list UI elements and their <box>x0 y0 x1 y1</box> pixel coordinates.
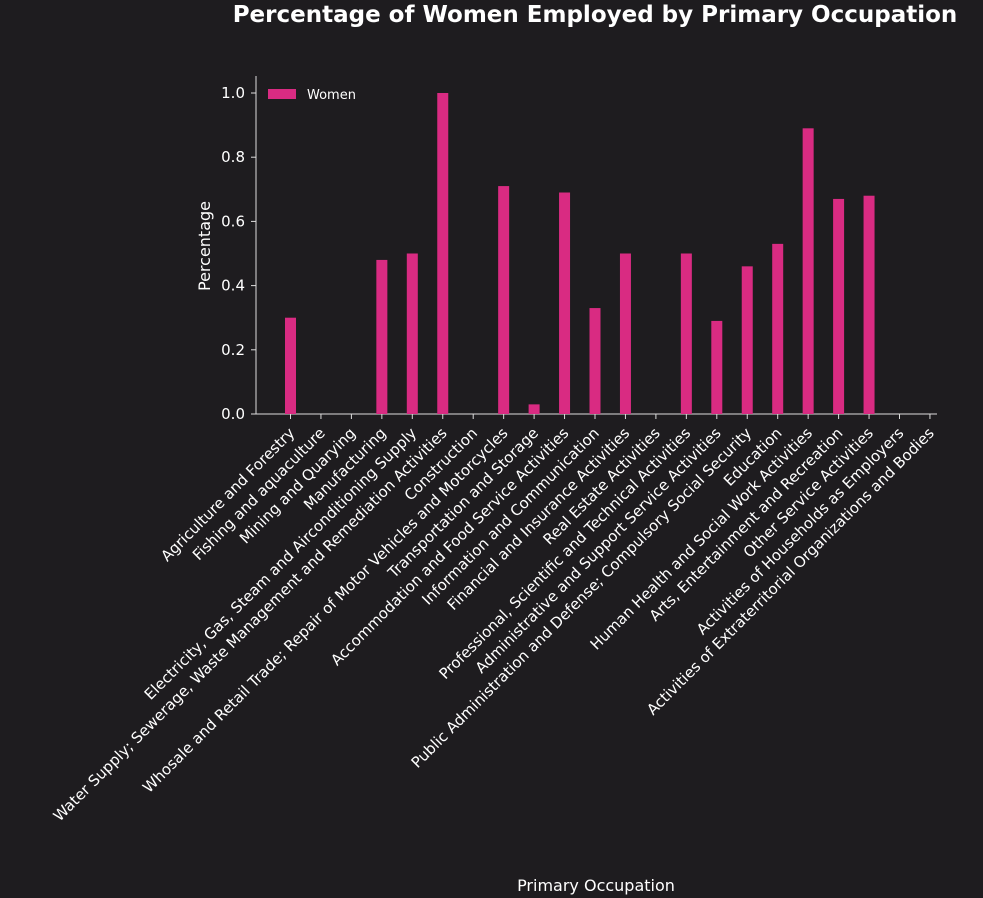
bar <box>406 253 418 414</box>
y-tick-label: 0.8 <box>221 148 245 166</box>
bar <box>863 195 875 414</box>
bar <box>711 320 723 414</box>
bar <box>833 198 845 414</box>
bar <box>528 404 540 414</box>
legend-swatch <box>268 89 296 99</box>
bar <box>376 259 388 414</box>
y-tick-label: 0.2 <box>221 341 245 359</box>
legend: Women <box>268 88 356 103</box>
bar <box>772 243 784 414</box>
bar <box>680 253 692 414</box>
legend-label: Women <box>307 88 356 103</box>
bar <box>619 253 631 414</box>
x-axis-label: Primary Occupation <box>517 876 675 895</box>
bar <box>589 308 601 414</box>
bar <box>802 128 814 414</box>
bar <box>559 192 571 414</box>
bar <box>498 186 510 414</box>
y-tick-label: 0.4 <box>221 277 245 295</box>
bar <box>285 317 296 414</box>
y-tick-label: 0.6 <box>221 212 245 230</box>
y-axis-label: Percentage <box>195 201 214 291</box>
bar <box>741 266 753 414</box>
bar <box>437 93 449 414</box>
y-tick-label: 1.0 <box>221 84 245 102</box>
y-tick-label: 0.0 <box>221 405 245 423</box>
chart-title: Percentage of Women Employed by Primary … <box>233 2 958 28</box>
